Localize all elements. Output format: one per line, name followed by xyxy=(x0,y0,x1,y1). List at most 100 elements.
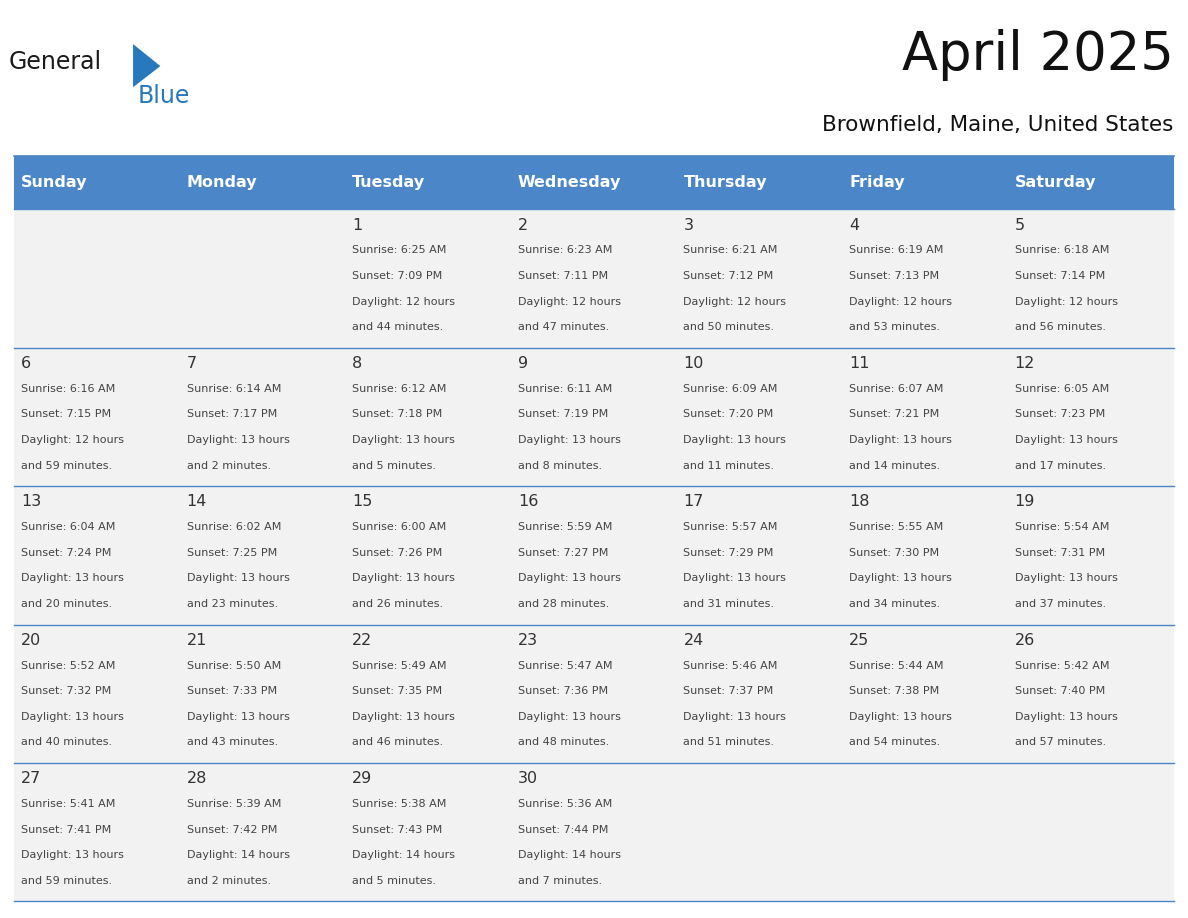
Text: Daylight: 12 hours: Daylight: 12 hours xyxy=(1015,297,1118,307)
Text: Daylight: 13 hours: Daylight: 13 hours xyxy=(518,574,620,583)
Text: Sunset: 7:36 PM: Sunset: 7:36 PM xyxy=(518,687,608,696)
FancyBboxPatch shape xyxy=(14,763,179,901)
Text: and 53 minutes.: and 53 minutes. xyxy=(849,322,940,332)
Text: and 54 minutes.: and 54 minutes. xyxy=(849,737,940,747)
Text: 12: 12 xyxy=(1015,356,1035,371)
FancyBboxPatch shape xyxy=(346,487,511,624)
FancyBboxPatch shape xyxy=(511,209,677,348)
Text: Sunset: 7:41 PM: Sunset: 7:41 PM xyxy=(21,824,112,834)
Text: Sunset: 7:24 PM: Sunset: 7:24 PM xyxy=(21,548,112,558)
Text: Daylight: 13 hours: Daylight: 13 hours xyxy=(352,711,455,722)
FancyBboxPatch shape xyxy=(1009,763,1174,901)
Text: 26: 26 xyxy=(1015,633,1035,648)
Text: and 31 minutes.: and 31 minutes. xyxy=(683,599,775,609)
Text: and 34 minutes.: and 34 minutes. xyxy=(849,599,940,609)
Text: and 47 minutes.: and 47 minutes. xyxy=(518,322,609,332)
Text: Sunset: 7:37 PM: Sunset: 7:37 PM xyxy=(683,687,773,696)
FancyBboxPatch shape xyxy=(346,348,511,487)
Text: and 11 minutes.: and 11 minutes. xyxy=(683,461,775,471)
Text: Thursday: Thursday xyxy=(683,175,767,190)
FancyBboxPatch shape xyxy=(346,624,511,763)
Text: General: General xyxy=(8,50,101,74)
Text: Sunset: 7:23 PM: Sunset: 7:23 PM xyxy=(1015,409,1105,420)
FancyBboxPatch shape xyxy=(842,487,1009,624)
Text: and 28 minutes.: and 28 minutes. xyxy=(518,599,609,609)
FancyBboxPatch shape xyxy=(677,487,842,624)
Text: Sunday: Sunday xyxy=(21,175,88,190)
FancyBboxPatch shape xyxy=(179,348,346,487)
Text: Saturday: Saturday xyxy=(1015,175,1097,190)
Text: Friday: Friday xyxy=(849,175,905,190)
Text: 25: 25 xyxy=(849,633,870,648)
Text: and 5 minutes.: and 5 minutes. xyxy=(352,876,436,886)
Text: 14: 14 xyxy=(187,495,207,509)
Text: Sunrise: 6:25 AM: Sunrise: 6:25 AM xyxy=(352,245,447,255)
Text: and 2 minutes.: and 2 minutes. xyxy=(187,876,271,886)
Text: Blue: Blue xyxy=(138,84,190,108)
Text: 15: 15 xyxy=(352,495,373,509)
Text: Daylight: 13 hours: Daylight: 13 hours xyxy=(683,711,786,722)
Text: 3: 3 xyxy=(683,218,694,232)
Text: and 37 minutes.: and 37 minutes. xyxy=(1015,599,1106,609)
Text: Sunset: 7:09 PM: Sunset: 7:09 PM xyxy=(352,271,442,281)
Text: 30: 30 xyxy=(518,771,538,787)
FancyBboxPatch shape xyxy=(1009,624,1174,763)
Text: Sunset: 7:19 PM: Sunset: 7:19 PM xyxy=(518,409,608,420)
Text: and 59 minutes.: and 59 minutes. xyxy=(21,876,112,886)
Text: Daylight: 13 hours: Daylight: 13 hours xyxy=(1015,711,1118,722)
FancyBboxPatch shape xyxy=(677,209,842,348)
Text: 7: 7 xyxy=(187,356,197,371)
Text: Sunrise: 6:12 AM: Sunrise: 6:12 AM xyxy=(352,384,447,394)
FancyBboxPatch shape xyxy=(842,209,1009,348)
Text: Sunrise: 5:42 AM: Sunrise: 5:42 AM xyxy=(1015,661,1110,671)
Text: and 14 minutes.: and 14 minutes. xyxy=(849,461,940,471)
Text: Sunrise: 6:16 AM: Sunrise: 6:16 AM xyxy=(21,384,115,394)
Text: Sunset: 7:13 PM: Sunset: 7:13 PM xyxy=(849,271,940,281)
Text: Daylight: 14 hours: Daylight: 14 hours xyxy=(518,850,621,860)
Text: Sunset: 7:30 PM: Sunset: 7:30 PM xyxy=(849,548,940,558)
Text: 20: 20 xyxy=(21,633,42,648)
Text: 5: 5 xyxy=(1015,218,1025,232)
Text: Sunset: 7:11 PM: Sunset: 7:11 PM xyxy=(518,271,608,281)
Text: Daylight: 12 hours: Daylight: 12 hours xyxy=(518,297,621,307)
Text: Daylight: 13 hours: Daylight: 13 hours xyxy=(849,711,952,722)
Text: Tuesday: Tuesday xyxy=(352,175,425,190)
Text: Sunrise: 5:55 AM: Sunrise: 5:55 AM xyxy=(849,522,943,532)
Text: Sunrise: 5:49 AM: Sunrise: 5:49 AM xyxy=(352,661,447,671)
FancyBboxPatch shape xyxy=(179,624,346,763)
Text: Daylight: 13 hours: Daylight: 13 hours xyxy=(352,435,455,445)
Text: Sunrise: 6:19 AM: Sunrise: 6:19 AM xyxy=(849,245,943,255)
Text: Sunset: 7:18 PM: Sunset: 7:18 PM xyxy=(352,409,442,420)
Text: Daylight: 13 hours: Daylight: 13 hours xyxy=(187,435,290,445)
Text: 19: 19 xyxy=(1015,495,1035,509)
Text: and 20 minutes.: and 20 minutes. xyxy=(21,599,112,609)
Text: 16: 16 xyxy=(518,495,538,509)
Text: Sunset: 7:14 PM: Sunset: 7:14 PM xyxy=(1015,271,1105,281)
FancyBboxPatch shape xyxy=(14,348,179,487)
Text: and 5 minutes.: and 5 minutes. xyxy=(352,461,436,471)
Text: 28: 28 xyxy=(187,771,207,787)
Text: Daylight: 13 hours: Daylight: 13 hours xyxy=(187,574,290,583)
FancyBboxPatch shape xyxy=(179,209,346,348)
FancyBboxPatch shape xyxy=(842,624,1009,763)
Text: 6: 6 xyxy=(21,356,31,371)
Text: and 17 minutes.: and 17 minutes. xyxy=(1015,461,1106,471)
Text: 2: 2 xyxy=(518,218,527,232)
Text: Daylight: 14 hours: Daylight: 14 hours xyxy=(352,850,455,860)
Text: Sunrise: 6:21 AM: Sunrise: 6:21 AM xyxy=(683,245,778,255)
FancyBboxPatch shape xyxy=(14,156,179,209)
Text: Daylight: 13 hours: Daylight: 13 hours xyxy=(21,574,124,583)
Text: Daylight: 12 hours: Daylight: 12 hours xyxy=(683,297,786,307)
Text: Daylight: 13 hours: Daylight: 13 hours xyxy=(683,435,786,445)
FancyBboxPatch shape xyxy=(842,156,1009,209)
FancyBboxPatch shape xyxy=(1009,487,1174,624)
Text: Sunrise: 5:54 AM: Sunrise: 5:54 AM xyxy=(1015,522,1110,532)
FancyBboxPatch shape xyxy=(14,624,179,763)
FancyBboxPatch shape xyxy=(511,487,677,624)
Text: Sunrise: 5:44 AM: Sunrise: 5:44 AM xyxy=(849,661,943,671)
FancyBboxPatch shape xyxy=(677,763,842,901)
FancyBboxPatch shape xyxy=(346,156,511,209)
Text: Sunset: 7:29 PM: Sunset: 7:29 PM xyxy=(683,548,773,558)
FancyBboxPatch shape xyxy=(179,763,346,901)
Text: and 57 minutes.: and 57 minutes. xyxy=(1015,737,1106,747)
